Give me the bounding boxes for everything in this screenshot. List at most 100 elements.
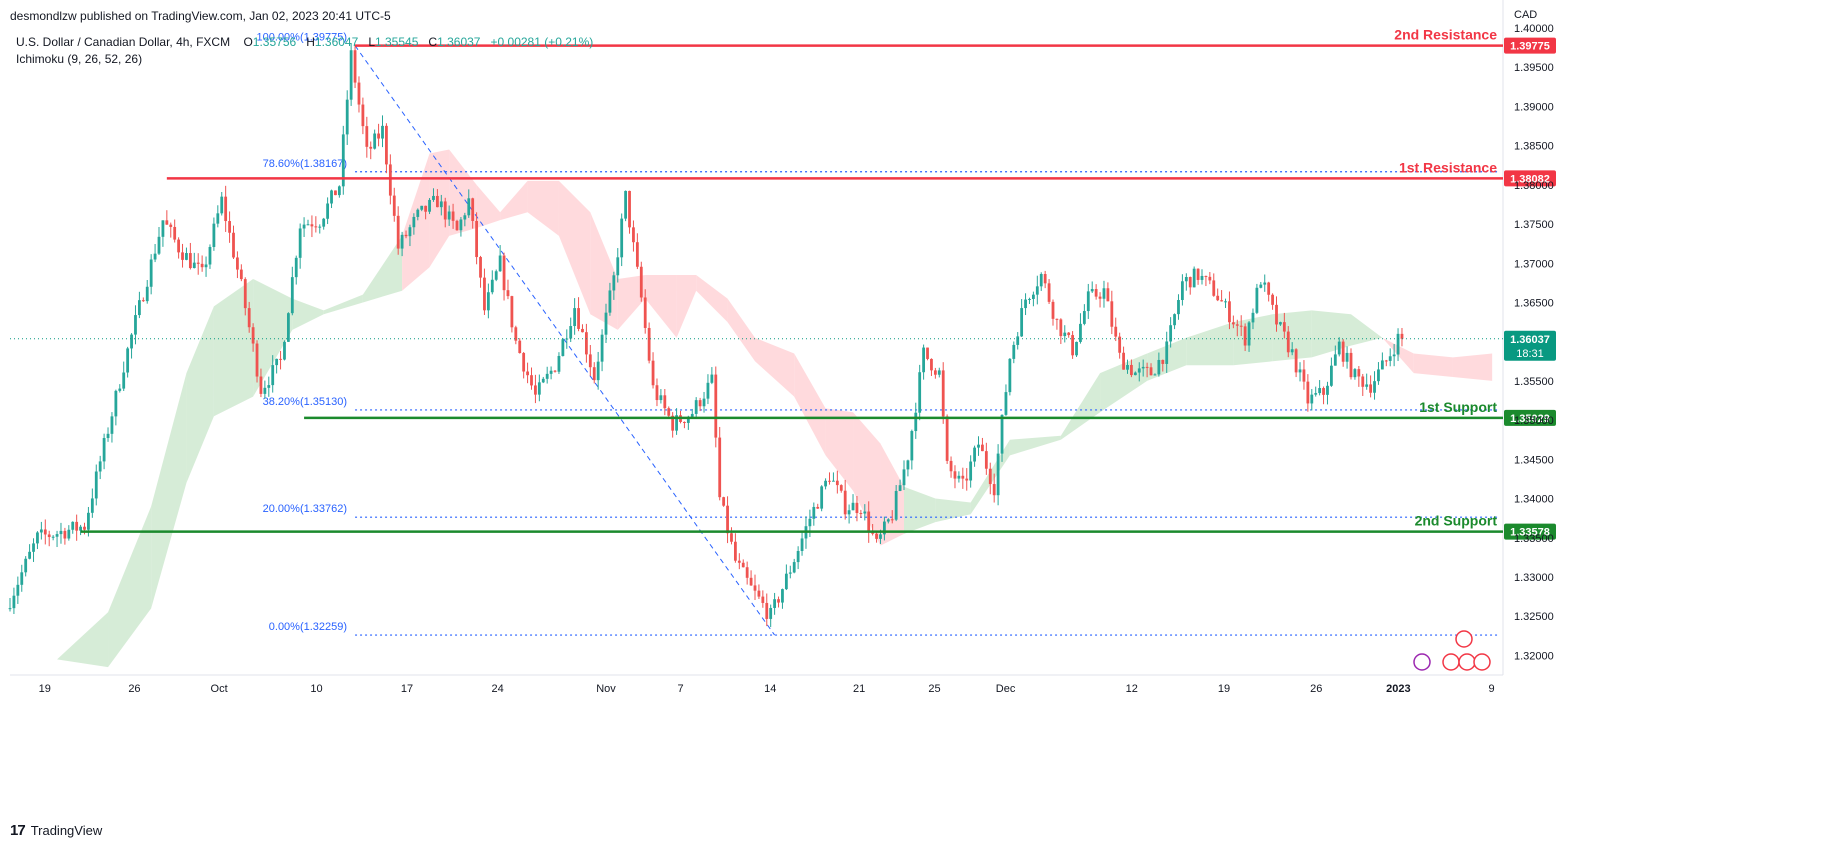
footer-branding[interactable]: 17 TradingView [10,822,102,839]
candle-body[interactable] [420,205,424,210]
candle-body[interactable] [439,201,443,208]
candle-body[interactable] [294,257,298,278]
candle-body[interactable] [1279,322,1282,325]
candle-body[interactable] [298,228,302,258]
candle-body[interactable] [290,277,294,314]
candle-body[interactable] [435,195,439,208]
candle-body[interactable] [1149,367,1153,376]
candle-body[interactable] [620,218,624,258]
candle-body[interactable] [506,290,510,297]
candle-body[interactable] [784,573,788,590]
candle-body[interactable] [1373,381,1376,393]
candle-body[interactable] [1126,364,1129,370]
candle-body[interactable] [510,296,514,328]
candle-body[interactable] [996,453,1000,496]
candle-body[interactable] [1326,385,1329,395]
candle-body[interactable] [259,376,263,394]
candle-body[interactable] [314,226,318,228]
candle-body[interactable] [224,196,228,222]
candle-body[interactable] [267,385,271,388]
candle-body[interactable] [745,567,749,578]
candle-body[interactable] [722,497,726,506]
candle-body[interactable] [286,313,290,342]
candle-body[interactable] [1310,394,1314,404]
candle-body[interactable] [1263,282,1267,285]
candle-body[interactable] [8,608,12,610]
candle-body[interactable] [792,562,796,573]
candle-body[interactable] [1133,372,1137,376]
candle-body[interactable] [247,308,251,328]
candle-body[interactable] [20,572,24,585]
candle-body[interactable] [369,146,373,149]
candle-body[interactable] [534,385,537,395]
candle-body[interactable] [910,431,914,461]
candle-body[interactable] [196,262,200,264]
candle-body[interactable] [1388,356,1392,361]
candle-body[interactable] [1016,336,1020,345]
candle-body[interactable] [647,327,651,361]
candle-body[interactable] [1224,301,1227,303]
candle-body[interactable] [922,347,926,373]
candle-body[interactable] [87,512,90,530]
candle-body[interactable] [926,347,929,359]
candle-body[interactable] [918,372,922,413]
candle-body[interactable] [337,186,341,196]
candle-body[interactable] [1271,294,1274,305]
candle-body[interactable] [1314,393,1318,395]
candle-body[interactable] [239,269,243,280]
candle-body[interactable] [1071,335,1075,356]
candle-body[interactable] [118,388,122,391]
candle-body[interactable] [710,374,714,383]
candle-body[interactable] [624,190,628,219]
candle-body[interactable] [628,190,631,228]
symbol-row[interactable]: U.S. Dollar / Canadian Dollar, 4h, FXCM … [16,34,593,51]
candle-body[interactable] [153,253,157,260]
candle-body[interactable] [1341,341,1345,362]
candle-body[interactable] [165,220,169,225]
candle-body[interactable] [1173,314,1176,326]
candle-body[interactable] [271,365,275,386]
candle-body[interactable] [341,134,345,187]
candle-body[interactable] [24,558,28,573]
candle-body[interactable] [914,412,918,432]
us-flag-event-icon[interactable] [1442,653,1460,671]
candle-body[interactable] [1337,341,1341,355]
candle-body[interactable] [114,390,118,417]
candle-body[interactable] [1180,281,1184,301]
candle-body[interactable] [659,395,663,401]
candle-body[interactable] [149,259,153,287]
candle-body[interactable] [467,198,471,216]
candle-body[interactable] [973,447,976,462]
candle-body[interactable] [706,382,710,399]
candle-body[interactable] [686,416,690,423]
candle-body[interactable] [726,505,729,534]
candle-body[interactable] [1157,359,1161,375]
candle-body[interactable] [545,373,549,379]
candle-body[interactable] [1047,283,1051,302]
candle-body[interactable] [761,596,765,603]
candle-body[interactable] [828,480,831,482]
candle-body[interactable] [557,355,561,372]
candle-body[interactable] [443,201,447,220]
candle-body[interactable] [851,502,855,511]
candle-body[interactable] [1153,374,1157,376]
candle-body[interactable] [1082,311,1086,324]
candle-body[interactable] [1259,284,1263,288]
candle-body[interactable] [769,607,773,619]
candle-body[interactable] [530,375,533,386]
candle-body[interactable] [832,480,835,482]
candle-body[interactable] [130,334,133,349]
candle-body[interactable] [698,400,702,407]
candle-body[interactable] [102,438,106,462]
candle-body[interactable] [737,560,741,563]
candle-body[interactable] [683,421,686,423]
candle-body[interactable] [1137,368,1141,373]
candle-body[interactable] [1216,295,1220,301]
candle-body[interactable] [757,590,761,597]
candle-body[interactable] [63,530,67,539]
candle-body[interactable] [749,577,753,586]
candle-body[interactable] [1067,332,1071,336]
candle-body[interactable] [741,562,745,568]
candle-body[interactable] [428,199,431,212]
candle-body[interactable] [902,469,906,486]
